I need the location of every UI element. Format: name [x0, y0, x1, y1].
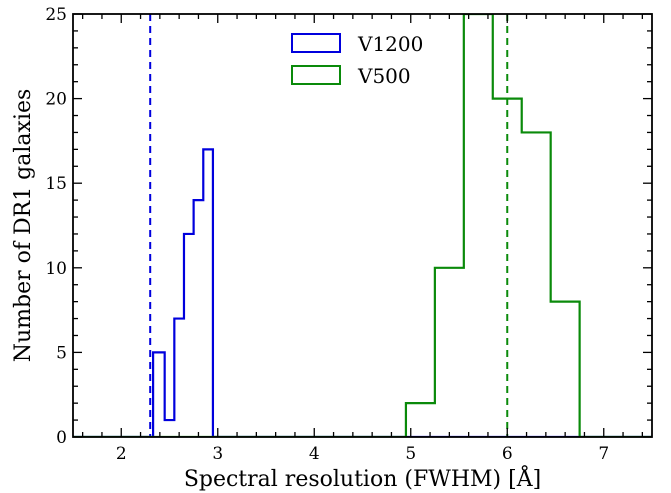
- legend-swatch-v1200: [291, 33, 341, 53]
- x-tick-label: 4: [309, 444, 320, 464]
- tick-labels: 2 3 4 5 6 7 0 5 10 15 20 25: [45, 5, 609, 464]
- reference-lines: [149, 14, 509, 437]
- tick-marks: [73, 13, 652, 438]
- histogram-v500: [73, 14, 652, 437]
- x-axis-label: Spectral resolution (FWHM) [Å]: [184, 464, 541, 492]
- plot-frame: [72, 13, 653, 438]
- legend-label-v1200: V1200: [357, 32, 423, 56]
- x-tick-label: 7: [598, 444, 609, 464]
- y-tick-label: 5: [56, 343, 67, 363]
- y-axis-label: Number of DR1 galaxies: [11, 89, 36, 363]
- y-tick-label: 20: [45, 90, 67, 110]
- x-tick-label: 5: [405, 444, 416, 464]
- legend-label-v500: V500: [357, 64, 411, 88]
- series-layer: [73, 14, 652, 437]
- y-tick-label: 10: [45, 259, 67, 279]
- y-tick-label: 15: [45, 174, 67, 194]
- y-tick-label: 25: [45, 5, 67, 25]
- x-tick-label: 3: [212, 444, 223, 464]
- x-tick-label: 2: [116, 444, 127, 464]
- legend-swatch-v500: [291, 65, 341, 85]
- x-tick-label: 6: [502, 444, 513, 464]
- y-tick-label: 0: [56, 428, 67, 448]
- histogram-v1200: [73, 148, 652, 437]
- legend: V1200 V500: [291, 32, 423, 88]
